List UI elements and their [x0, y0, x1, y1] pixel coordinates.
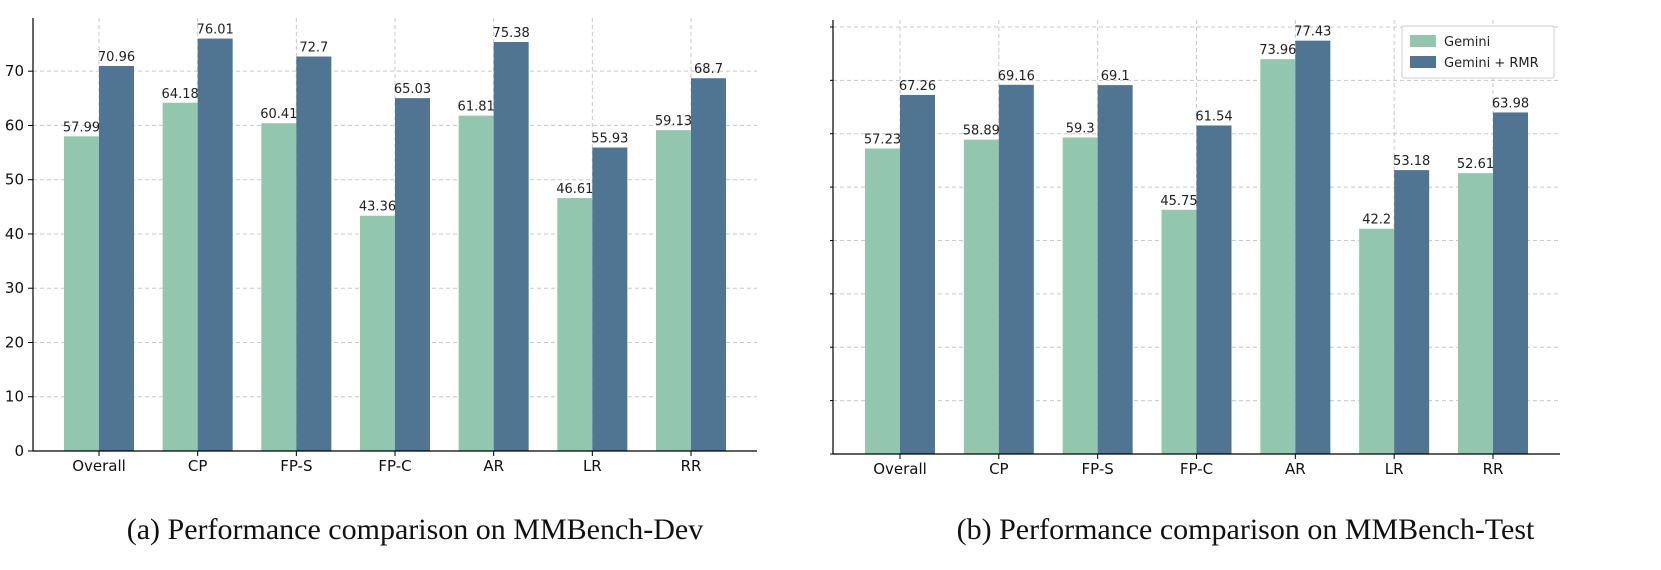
bar-value-label: 59.3: [1066, 121, 1095, 136]
bar-value-label: 68.7: [694, 62, 723, 77]
bar-value-label: 53.18: [1393, 154, 1430, 169]
bar-value-label: 77.43: [1294, 25, 1331, 40]
legend-label-gemini-rmr: Gemini + RMR: [1444, 56, 1539, 71]
x-tick-label: FP-C: [1180, 460, 1213, 478]
y-tick-label: 70: [5, 62, 24, 80]
bar-value-label: 61.81: [458, 100, 495, 115]
bar-gemini-rmr-ar: [1295, 40, 1331, 454]
x-tick-label: RR: [1483, 460, 1504, 478]
x-tick-label: CP: [188, 457, 208, 475]
bar-gemini-rmr-cp: [197, 38, 233, 451]
bar-gemini-rr: [656, 130, 691, 451]
x-tick-label: AR: [483, 457, 504, 475]
bar-gemini-lr: [1359, 228, 1395, 454]
y-tick-label: 40: [5, 225, 24, 243]
x-tick-label: FP-S: [1082, 460, 1114, 478]
bar-value-label: 43.36: [359, 200, 396, 215]
x-tick-label: CP: [989, 460, 1009, 478]
bar-gemini-overall: [64, 136, 99, 452]
y-tick-label: 20: [5, 333, 24, 351]
legend-swatch-gemini: [1410, 35, 1436, 47]
x-tick-label: Overall: [873, 460, 927, 478]
bar-value-label: 69.16: [998, 69, 1035, 84]
bar-value-label: 57.99: [63, 120, 100, 135]
x-tick-label: AR: [1285, 460, 1306, 478]
bar-value-label: 61.54: [1195, 109, 1232, 124]
bar-gemini-rmr-overall: [900, 94, 935, 455]
x-tick-label: FP-C: [378, 457, 411, 475]
bar-gemini-rmr-cp: [998, 84, 1034, 454]
y-tick-label: 30: [5, 279, 24, 297]
bar-value-label: 46.61: [556, 182, 593, 197]
bar-value-label: 57.23: [864, 132, 901, 147]
bar-value-label: 70.96: [98, 50, 135, 65]
x-tick-label: Overall: [72, 457, 126, 475]
bar-gemini-rmr-rr: [691, 78, 726, 452]
bar-value-label: 76.01: [197, 23, 234, 38]
x-tick-label: LR: [1385, 460, 1404, 478]
y-tick-label: 10: [5, 388, 24, 406]
chart-mmbench-dev: 57.99 64.18 60.41 43.36 61.81 46.61 59.13 70.96…: [5, 18, 757, 475]
bar-gemini-rmr-fp-c: [395, 98, 430, 452]
legend: Gemini Gemini + RMR: [1401, 25, 1555, 79]
bar-value-label: 42.2: [1362, 213, 1391, 228]
caption-b: (b) Performance comparison on MMBench-Te…: [956, 513, 1535, 546]
bar-value-label: 65.03: [394, 82, 431, 97]
bar-gemini-fp-s: [1062, 137, 1098, 454]
bar-value-label: 55.93: [591, 132, 628, 147]
bar-value-label: 69.1: [1101, 69, 1130, 84]
bar-value-label: 75.38: [493, 26, 530, 41]
y-tick-label: 50: [5, 171, 24, 189]
bar-gemini-ar: [458, 115, 494, 451]
bar-gemini-overall: [865, 148, 900, 454]
bar-gemini-ar: [1260, 59, 1296, 455]
bar-value-label: 63.98: [1492, 96, 1529, 111]
bar-gemini-rmr-lr: [1394, 170, 1430, 454]
bar-gemini-cp: [162, 102, 198, 452]
y-tick-label: 60: [5, 116, 24, 134]
bar-gemini-rr: [1458, 173, 1493, 455]
bar-value-label: 64.18: [162, 87, 199, 102]
bar-value-label: 73.96: [1259, 43, 1296, 58]
y-tick-label: 0: [14, 442, 24, 460]
bar-value-label: 45.75: [1160, 194, 1197, 209]
legend-swatch-gemini-rmr: [1410, 56, 1436, 68]
x-tick-label: LR: [583, 457, 602, 475]
bar-gemini-fp-s: [261, 123, 297, 452]
x-tick-label: RR: [681, 457, 702, 475]
bar-value-label: 60.41: [260, 107, 297, 122]
bar-gemini-rmr-ar: [493, 41, 529, 451]
bar-value-label: 52.61: [1457, 157, 1494, 172]
caption-a: (a) Performance comparison on MMBench-De…: [126, 513, 704, 546]
bar-value-label: 67.26: [899, 79, 936, 94]
x-tick-label: FP-S: [280, 457, 312, 475]
bar-gemini-rmr-fp-c: [1196, 125, 1232, 454]
legend-label-gemini: Gemini: [1444, 35, 1490, 50]
chart-mmbench-test: 57.23 58.89 59.3 45.75 73.96 42.2 52.61 67.26 69…: [830, 20, 1560, 478]
bar-gemini-rmr-fp-s: [296, 56, 332, 452]
bar-gemini-rmr-overall: [99, 65, 134, 451]
bar-value-label: 59.13: [655, 114, 692, 129]
bar-gemini-lr: [557, 198, 593, 451]
bar-value-label: 58.89: [963, 124, 1000, 139]
bar-gemini-fp-c: [360, 215, 395, 451]
bar-gemini-rmr-fp-s: [1097, 85, 1133, 454]
legend-box: [1401, 25, 1555, 79]
bar-gemini-rmr-rr: [1493, 112, 1528, 454]
bar-gemini-fp-c: [1161, 209, 1197, 454]
bar-gemini-rmr-lr: [592, 147, 628, 451]
bar-value-label: 72.7: [299, 41, 328, 56]
bar-gemini-cp: [963, 139, 999, 455]
